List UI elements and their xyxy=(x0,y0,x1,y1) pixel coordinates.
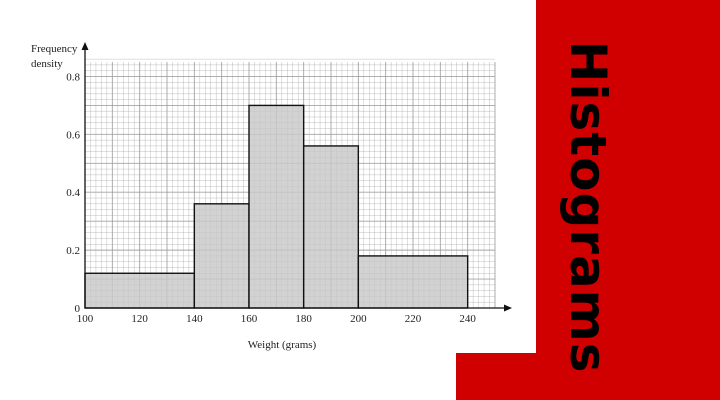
x-tick-label: 100 xyxy=(77,313,94,325)
histogram-bar-3 xyxy=(302,145,360,309)
x-tick-label: 240 xyxy=(459,313,476,325)
x-tick-label: 220 xyxy=(405,313,422,325)
y-tick-label: 0.2 xyxy=(66,245,80,257)
x-tick-label: 140 xyxy=(186,313,203,325)
y-axis-arrow xyxy=(81,42,89,50)
histogram-bar-1 xyxy=(193,203,250,309)
y-tick-label: 0.4 xyxy=(66,187,80,199)
axes xyxy=(81,42,512,312)
y-axis-label-line-2: density xyxy=(31,58,63,70)
y-tick-label: 0.6 xyxy=(66,129,80,141)
x-axis-label: Weight (grams) xyxy=(248,339,317,351)
tick-labels: 100 120 140 160 180 200 220 240 0 0.2 0.4 0.6 0.8 xyxy=(66,71,476,325)
chart-panel-top xyxy=(0,0,456,32)
histogram-bar-0 xyxy=(84,272,196,309)
x-tick-label: 200 xyxy=(350,313,367,325)
histogram-bar-2 xyxy=(248,104,305,309)
x-tick-label: 120 xyxy=(131,313,148,325)
x-axis-arrow xyxy=(504,304,512,312)
y-tick-label: 0 xyxy=(75,303,81,315)
histogram-bar-4 xyxy=(357,255,469,309)
x-tick-label: 180 xyxy=(295,313,312,325)
y-tick-label: 0.8 xyxy=(66,71,80,83)
histogram-bars xyxy=(84,104,469,309)
y-axis-label-line-1: Frequency xyxy=(31,43,78,55)
x-tick-label: 160 xyxy=(241,313,258,325)
